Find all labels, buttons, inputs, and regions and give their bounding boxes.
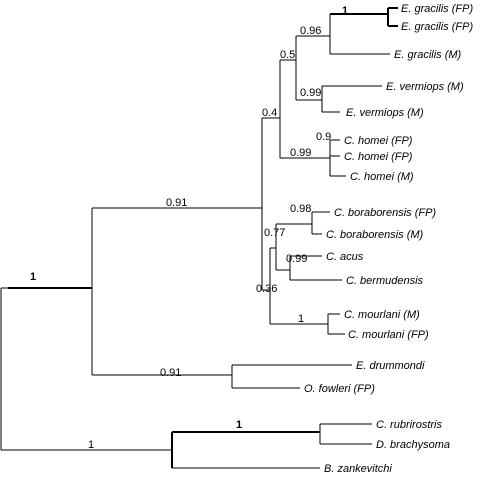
taxon-label: C. homei (FP)	[344, 151, 413, 163]
taxon-label: O. fowleri (FP)	[304, 383, 375, 395]
support-value: 0.77	[264, 227, 285, 239]
taxon-label: C. boraborensis (FP)	[334, 207, 436, 219]
support-value: 0.4	[262, 107, 277, 119]
support-value: 1	[88, 439, 94, 451]
support-value: 0.5	[280, 49, 295, 61]
support-value: 0.99	[286, 253, 307, 265]
support-value: 1	[236, 419, 242, 431]
support-value: 1	[30, 271, 36, 283]
support-value: 0.91	[160, 367, 181, 379]
taxon-label: E. gracilis (M)	[394, 49, 462, 61]
taxon-label: B. zankevitchi	[324, 463, 392, 475]
taxon-label: E. vermiops (M)	[346, 107, 424, 119]
support-value: 0.98	[290, 203, 311, 215]
support-value: 0.99	[300, 87, 321, 99]
taxon-label: C. mourlani (M)	[344, 309, 420, 321]
taxon-label: C. homei (M)	[350, 171, 414, 183]
taxon-label: E. drummondi	[356, 360, 425, 372]
taxon-label: E. vermiops (M)	[386, 81, 464, 93]
taxon-label: C. mourlani (FP)	[348, 329, 429, 341]
support-value: 0.91	[166, 197, 187, 209]
taxon-label: E. gracilis (FP)	[401, 21, 473, 33]
taxon-label: D. brachysoma	[376, 439, 450, 451]
taxon-label: C. homei (FP)	[344, 135, 413, 147]
taxon-label: C. acus	[326, 251, 364, 263]
taxon-label: E. gracilis (FP)	[401, 3, 473, 15]
taxon-label: C. rubrirostris	[376, 419, 443, 431]
support-value: 1	[298, 313, 304, 325]
taxon-label: C. boraborensis (M)	[326, 229, 424, 241]
support-value: 1	[342, 5, 348, 17]
support-value: 0.96	[300, 25, 321, 37]
support-value: 0.99	[290, 147, 311, 159]
tree-labels: E. gracilis (FP) E. gracilis (FP) E. graci…	[30, 3, 473, 475]
support-value: 0.36	[256, 283, 277, 295]
support-value: 0.9	[316, 131, 331, 143]
tree-branches	[0, 7, 398, 469]
taxon-label: C. bermudensis	[346, 275, 424, 287]
